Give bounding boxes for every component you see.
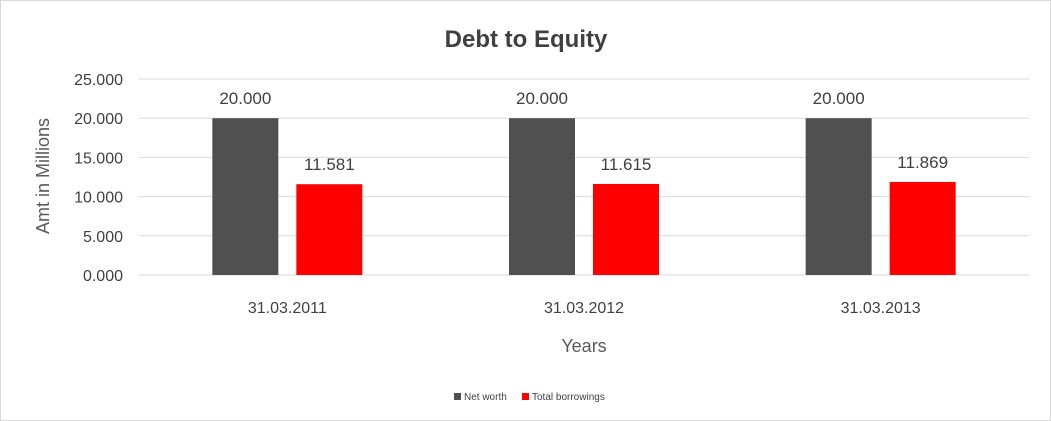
legend-label: Net worth [464,392,507,403]
data-label: 11.581 [304,155,355,174]
y-axis-title: Amt in Millions [33,118,53,234]
legend-swatch [522,393,529,400]
legend-label: Total borrowings [532,392,605,403]
bar-total-borrowings [296,184,363,275]
x-tick-label: 31.03.2013 [841,300,921,317]
data-label: 20.000 [813,89,865,108]
bars [212,118,956,275]
y-tick-label: 5.000 [83,229,123,246]
gridlines [139,78,1029,276]
chart-title: Debt to Equity [445,26,608,53]
x-axis-ticks: 31.03.2011 31.03.2012 31.03.2013 [248,300,921,317]
bar-total-borrowings [593,183,659,275]
bar-net-worth [509,118,575,275]
y-axis-ticks: 0.000 5.000 10.000 15.000 20.000 25.000 [74,72,123,285]
x-tick-label: 31.03.2011 [248,300,327,317]
data-label: 20.000 [219,89,271,108]
y-tick-label: 10.000 [74,190,123,207]
x-axis-title: Years [561,336,606,356]
y-tick-label: 25.000 [74,72,123,89]
data-label: 11.615 [601,155,652,174]
legend-swatch [454,393,461,400]
data-label: 20.000 [516,89,568,108]
legend: Net worth Total borrowings [454,392,605,403]
y-tick-label: 15.000 [74,150,123,167]
bar-net-worth [805,118,872,275]
bar-total-borrowings [889,181,956,275]
y-tick-label: 0.000 [83,268,123,285]
data-labels: 20.000 11.581 20.000 11.615 20.000 11.869 [219,89,948,174]
x-tick-label: 31.03.2012 [544,300,624,317]
data-label: 11.869 [897,153,948,172]
y-tick-label: 20.000 [74,111,123,128]
bar-net-worth [212,118,279,275]
